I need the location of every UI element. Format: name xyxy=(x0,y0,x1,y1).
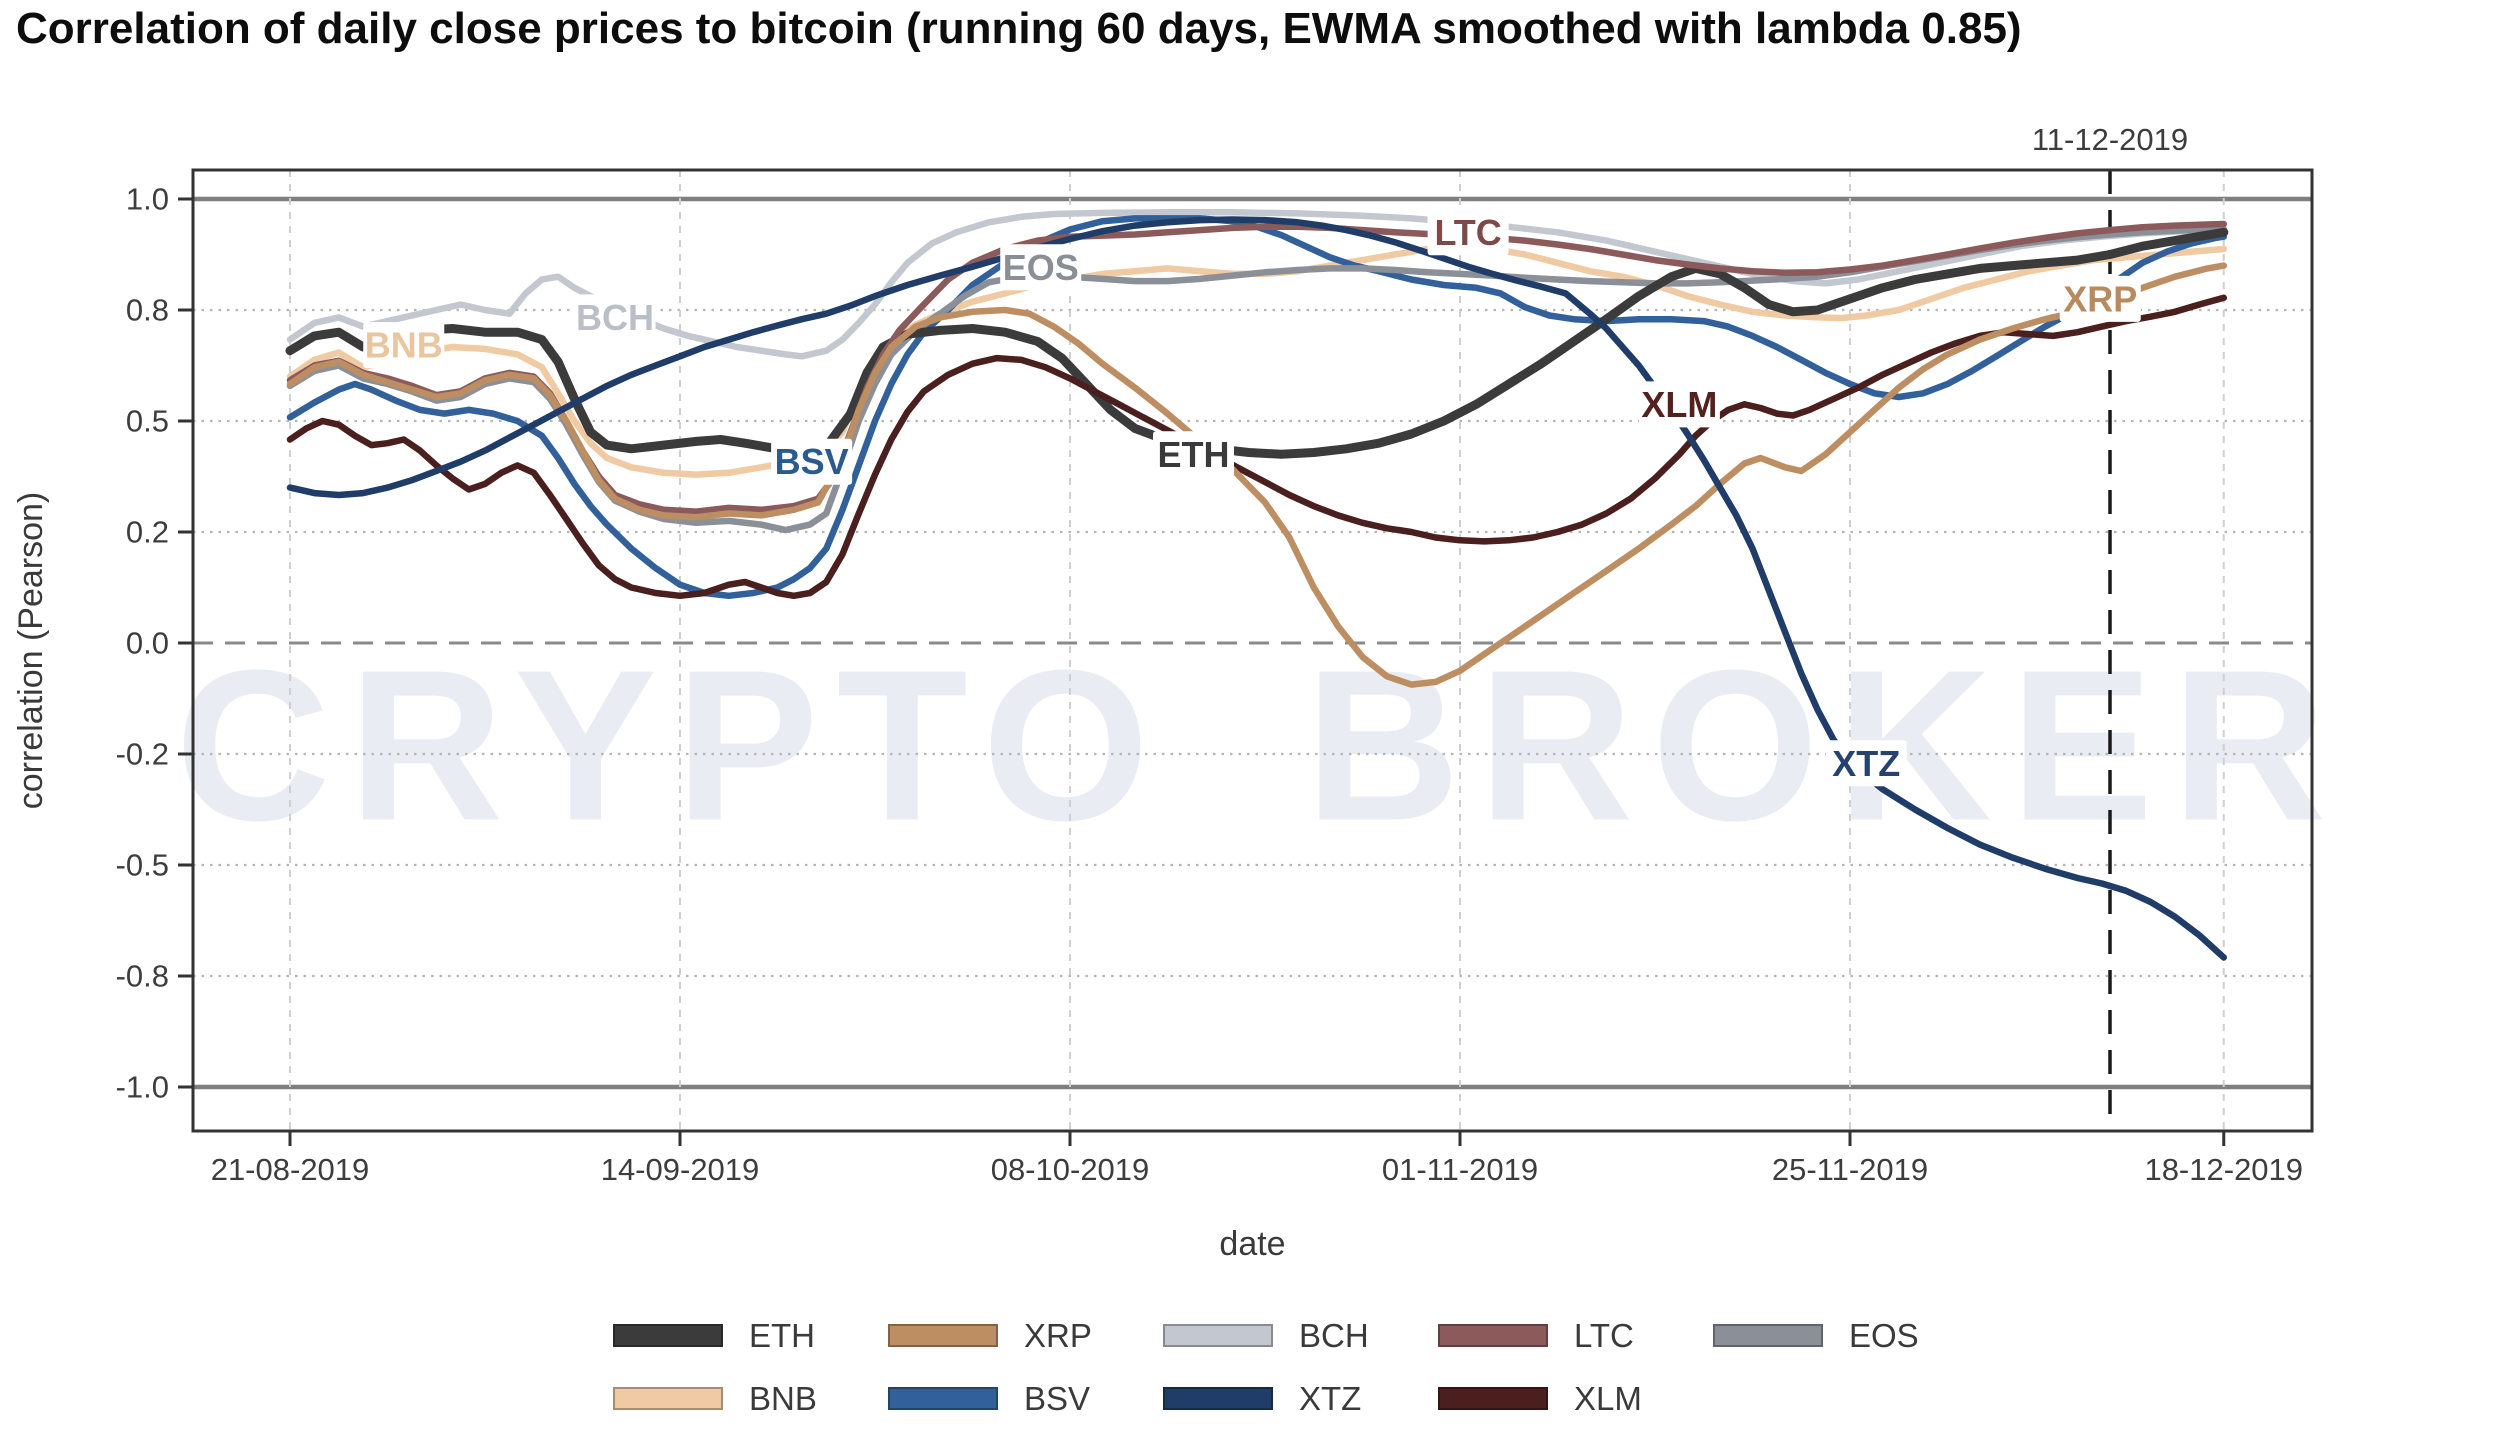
legend-swatch-xrp xyxy=(888,1324,998,1347)
legend-label-xtz: XTZ xyxy=(1299,1379,1362,1417)
y-tick-label: 0.5 xyxy=(126,404,169,439)
series-label-eos: EOS xyxy=(1003,247,1079,288)
y-tick-label: -0.5 xyxy=(116,848,169,883)
x-tick-label: 21-08-2019 xyxy=(211,1152,370,1187)
series-label-box-xtz xyxy=(1825,740,1907,787)
legend-item-eos: EOS xyxy=(1713,1304,1988,1367)
legend-item-eth: ETH xyxy=(613,1304,888,1367)
series-label-box-ltc xyxy=(1427,209,1509,256)
x-tick-label: 14-09-2019 xyxy=(601,1152,760,1187)
series-label-xtz: XTZ xyxy=(1832,743,1900,784)
series-label-xrp: XRP xyxy=(2063,278,2137,319)
legend-swatch-eos xyxy=(1713,1324,1823,1347)
legend-swatch-bnb xyxy=(613,1387,723,1410)
legend-item-bch: BCH xyxy=(1163,1304,1438,1367)
legend-swatch-bch xyxy=(1163,1324,1273,1347)
y-tick-label: 0.0 xyxy=(126,626,169,661)
series-label-box-xrp xyxy=(2059,275,2141,322)
legend-swatch-ltc xyxy=(1438,1324,1548,1347)
y-tick-label: -0.2 xyxy=(116,737,169,772)
y-axis-title: correlation (Pearson) xyxy=(12,492,50,809)
x-axis-title: date xyxy=(1219,1225,1285,1263)
legend-label-eos: EOS xyxy=(1849,1316,1919,1354)
series-line-bch xyxy=(286,209,2228,360)
series-label-bsv: BSV xyxy=(775,441,849,482)
series-label-box-bnb xyxy=(363,322,445,369)
legend-item-ltc: LTC xyxy=(1438,1304,1713,1367)
x-tick-label: 01-11-2019 xyxy=(1382,1152,1538,1187)
plot-frame xyxy=(191,168,2314,1133)
y-tick-label: 1.0 xyxy=(126,182,169,217)
series-line-xlm xyxy=(286,294,2228,600)
legend-item-bsv: BSV xyxy=(888,1367,1163,1430)
x-tick-label: 08-10-2019 xyxy=(991,1152,1150,1187)
event-line-date-label: 11-12-2019 xyxy=(2032,122,2188,157)
series-label-bch: BCH xyxy=(576,297,654,338)
legend-item-xlm: XLM xyxy=(1438,1367,1713,1430)
legend-swatch-xlm xyxy=(1438,1387,1548,1410)
y-tick-label: 0.8 xyxy=(126,293,169,328)
legend-item-bnb: BNB xyxy=(613,1367,888,1430)
series-label-box-eos xyxy=(1000,244,1082,291)
legend-item-xtz: XTZ xyxy=(1163,1367,1438,1430)
series-label-box-eth xyxy=(1153,431,1234,478)
legend-swatch-eth xyxy=(613,1324,723,1347)
series-label-bnb: BNB xyxy=(365,325,443,366)
series-label-box-xlm xyxy=(1638,381,1720,428)
legend-label-bnb: BNB xyxy=(749,1379,817,1417)
legend-label-xlm: XLM xyxy=(1574,1379,1642,1417)
y-tick-label: -0.8 xyxy=(116,959,169,994)
y-tick-label: 0.2 xyxy=(126,515,169,550)
series-label-eth: ETH xyxy=(1158,434,1230,475)
x-tick-label: 25-11-2019 xyxy=(1772,1152,1928,1187)
watermark: CRYPTO BROKER xyxy=(175,625,2344,866)
legend-label-ltc: LTC xyxy=(1574,1316,1634,1354)
series-label-xlm: XLM xyxy=(1641,384,1717,425)
series-label-ltc: LTC xyxy=(1434,212,1501,253)
y-tick-label: -1.0 xyxy=(116,1070,169,1105)
series-label-box-bch xyxy=(574,294,656,341)
legend-item-xrp: XRP xyxy=(888,1304,1163,1367)
legend-label-bch: BCH xyxy=(1299,1316,1369,1354)
legend-empty-cell xyxy=(1713,1367,1988,1430)
legend-label-xrp: XRP xyxy=(1024,1316,1092,1354)
legend-label-eth: ETH xyxy=(749,1316,815,1354)
legend-swatch-xtz xyxy=(1163,1387,1273,1410)
x-tick-label: 18-12-2019 xyxy=(2144,1152,2303,1187)
series-line-bnb xyxy=(286,242,2228,478)
chart-legend: ETH XRP BCH LTC EOS BNB BSV XTZ XLM xyxy=(613,1304,2213,1430)
legend-swatch-bsv xyxy=(888,1387,998,1410)
chart-title: Correlation of daily close prices to bit… xyxy=(16,4,2022,53)
series-label-box-bsv xyxy=(771,438,853,485)
legend-label-bsv: BSV xyxy=(1024,1379,1091,1417)
